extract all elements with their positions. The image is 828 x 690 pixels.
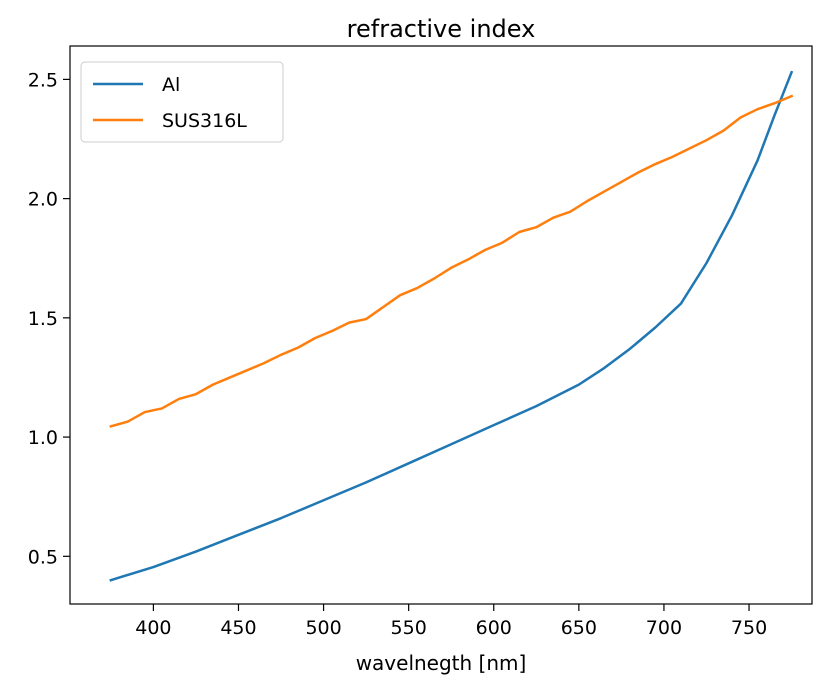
x-tick-label: 650 [561,617,597,639]
y-tick-label: 2.5 [28,69,58,91]
x-tick-label: 750 [731,617,767,639]
legend-label-al: Al [162,74,180,96]
legend-box [80,61,284,143]
legend: Al SUS316L [80,61,284,143]
y-tick-label: 0.5 [28,546,58,568]
x-tick-label: 600 [476,617,512,639]
series-line-sus316l [109,94,794,428]
x-tick-label: 500 [305,617,341,639]
series-line-al [109,70,794,582]
legend-label-sus316l: SUS316L [162,110,247,132]
series-layer [109,70,794,582]
x-axis-label: wavelnegth [nm] [356,651,527,675]
plot-area-frame [69,45,813,605]
x-tick-label: 550 [391,617,427,639]
x-tick-label: 700 [646,617,682,639]
x-tick-label: 450 [220,617,256,639]
y-tick-label: 2.0 [28,189,58,211]
x-tick-label: 400 [135,617,171,639]
y-axis-ticks: 0.5 1.0 1.5 2.0 2.5 [28,69,70,568]
y-tick-label: 1.0 [28,427,58,449]
chart-title: refractive index [347,15,536,43]
x-axis-ticks: 400 450 500 550 600 650 700 750 [135,604,767,639]
y-tick-label: 1.5 [28,308,58,330]
